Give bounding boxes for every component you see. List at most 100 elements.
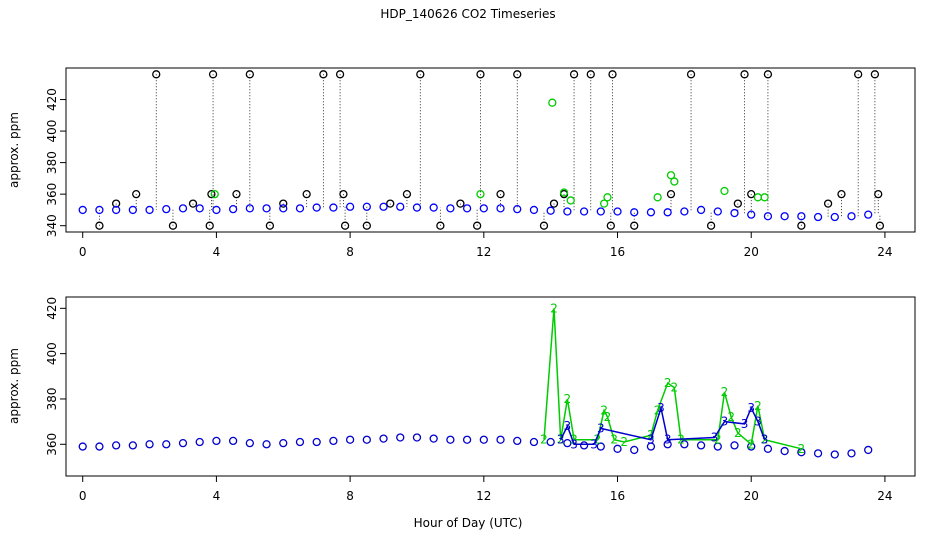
- point-marker: 3: [754, 415, 762, 429]
- point-marker: 3: [647, 433, 655, 447]
- point-marker: 2: [594, 433, 602, 447]
- point: [208, 70, 218, 79]
- point: [145, 440, 154, 449]
- point: [548, 98, 557, 107]
- point: [345, 202, 355, 211]
- point: [188, 199, 198, 208]
- y-tick-label: 380: [45, 388, 59, 411]
- point: [232, 190, 241, 199]
- point: [680, 440, 689, 449]
- point: [245, 204, 254, 213]
- point: [429, 203, 438, 212]
- point: [111, 441, 121, 450]
- point: [864, 210, 873, 219]
- point: [763, 70, 773, 79]
- point: [813, 449, 823, 458]
- point: [780, 212, 789, 221]
- point: [128, 441, 138, 450]
- x-tick-label: 16: [610, 489, 625, 503]
- point: [462, 435, 472, 444]
- point: [513, 70, 522, 79]
- point-marker: 2: [671, 381, 679, 395]
- point-marker: 2: [620, 435, 628, 449]
- point: [713, 442, 722, 451]
- point: [210, 190, 219, 199]
- point: [279, 204, 288, 213]
- point-marker: 3: [557, 433, 565, 447]
- point-marker: 2: [610, 433, 618, 447]
- point-marker: 2: [761, 433, 769, 447]
- point-marker: 3: [657, 401, 665, 415]
- point: [312, 203, 321, 212]
- point: [529, 437, 539, 447]
- x-tick-label: 16: [610, 245, 625, 259]
- point: [162, 204, 171, 214]
- point-marker: 3: [741, 417, 749, 431]
- x-axis-label: Hour of Day (UTC): [414, 516, 523, 530]
- point: [205, 221, 214, 230]
- point: [686, 70, 696, 79]
- point: [747, 210, 756, 219]
- point: [513, 204, 522, 214]
- point: [546, 206, 555, 215]
- point: [362, 202, 371, 211]
- point: [797, 212, 806, 221]
- point-marker: 2: [570, 433, 578, 447]
- point-marker: 2: [600, 403, 608, 417]
- point: [295, 437, 305, 447]
- point: [496, 435, 505, 444]
- plot-area: [78, 70, 885, 230]
- point: [780, 446, 789, 456]
- point: [329, 436, 338, 446]
- point: [95, 205, 104, 215]
- point: [476, 70, 485, 79]
- point: [680, 207, 689, 216]
- y-tick-label: 420: [45, 88, 59, 111]
- point: [456, 199, 465, 208]
- point: [132, 190, 141, 199]
- point: [813, 212, 823, 222]
- point-marker: 2: [721, 385, 729, 399]
- point: [95, 442, 104, 451]
- point: [496, 204, 505, 213]
- point: [596, 442, 605, 451]
- point: [760, 193, 769, 202]
- point: [162, 440, 171, 449]
- point: [212, 205, 221, 215]
- point: [546, 437, 555, 447]
- point: [720, 186, 729, 196]
- point: [753, 193, 763, 202]
- point-marker: 2: [647, 428, 655, 442]
- point: [559, 188, 569, 197]
- point-marker: 3: [721, 415, 729, 429]
- point: [379, 202, 388, 211]
- point: [245, 438, 254, 448]
- point-marker: 2: [557, 433, 565, 447]
- x-tick-label: 8: [346, 245, 354, 259]
- point: [696, 205, 706, 215]
- point-marker: 2: [550, 301, 558, 315]
- point: [396, 433, 405, 442]
- point: [95, 221, 104, 230]
- point: [265, 221, 275, 230]
- point: [630, 221, 639, 230]
- point: [875, 221, 885, 230]
- point: [279, 199, 288, 208]
- x-tick-label: 12: [476, 245, 491, 259]
- point: [579, 207, 589, 216]
- point: [152, 70, 161, 79]
- point: [178, 438, 188, 448]
- point: [207, 190, 216, 199]
- point-marker: 2: [564, 392, 572, 406]
- y-tick-label: 400: [45, 120, 59, 143]
- point: [386, 199, 395, 208]
- point-marker: 3: [590, 437, 598, 451]
- point: [613, 207, 622, 216]
- x-tick-label: 24: [877, 489, 892, 503]
- point: [613, 444, 622, 453]
- point: [874, 190, 883, 199]
- y-tick-label: 400: [45, 342, 59, 365]
- point: [128, 205, 138, 215]
- point: [823, 199, 833, 208]
